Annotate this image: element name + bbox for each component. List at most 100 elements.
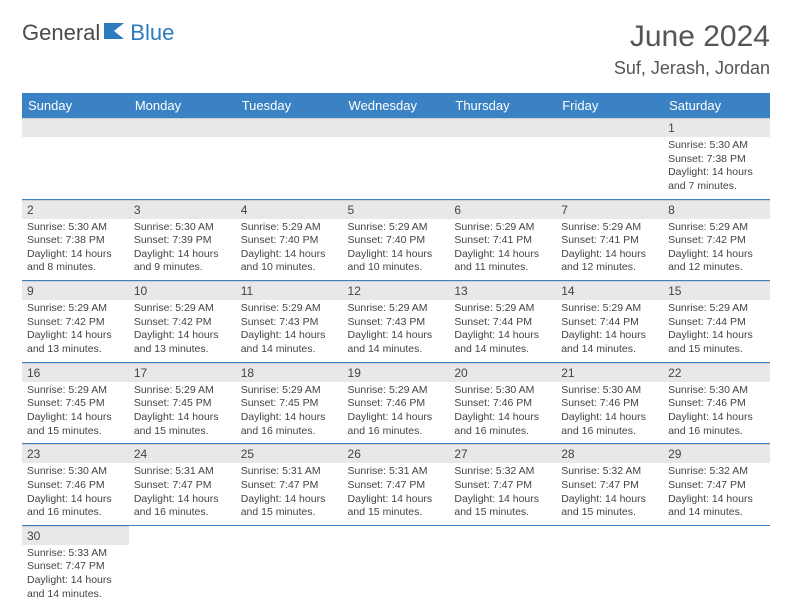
calendar-day: 1Sunrise: 5:30 AMSunset: 7:38 PMDaylight… xyxy=(663,118,770,199)
logo-text-general: General xyxy=(22,20,100,46)
day-number: 16 xyxy=(22,363,129,382)
weekday-header-row: SundayMondayTuesdayWednesdayThursdayFrid… xyxy=(22,93,770,118)
calendar-body: 1Sunrise: 5:30 AMSunset: 7:38 PMDaylight… xyxy=(22,118,770,606)
day-data: Sunrise: 5:32 AMSunset: 7:47 PMDaylight:… xyxy=(449,463,556,525)
calendar-day: 2Sunrise: 5:30 AMSunset: 7:38 PMDaylight… xyxy=(22,199,129,281)
day-data: Sunrise: 5:32 AMSunset: 7:47 PMDaylight:… xyxy=(556,463,663,525)
calendar-day-empty xyxy=(129,525,236,606)
day-data: Sunrise: 5:29 AMSunset: 7:43 PMDaylight:… xyxy=(236,300,343,362)
day-number: 10 xyxy=(129,281,236,300)
calendar-day: 20Sunrise: 5:30 AMSunset: 7:46 PMDayligh… xyxy=(449,362,556,444)
calendar-day: 16Sunrise: 5:29 AMSunset: 7:45 PMDayligh… xyxy=(22,362,129,444)
calendar-day: 25Sunrise: 5:31 AMSunset: 7:47 PMDayligh… xyxy=(236,444,343,526)
day-data: Sunrise: 5:29 AMSunset: 7:40 PMDaylight:… xyxy=(236,219,343,281)
day-data: Sunrise: 5:29 AMSunset: 7:40 PMDaylight:… xyxy=(343,219,450,281)
day-data: Sunrise: 5:30 AMSunset: 7:39 PMDaylight:… xyxy=(129,219,236,281)
calendar-row: 1Sunrise: 5:30 AMSunset: 7:38 PMDaylight… xyxy=(22,118,770,199)
day-data: Sunrise: 5:30 AMSunset: 7:46 PMDaylight:… xyxy=(22,463,129,525)
calendar-day-empty xyxy=(236,525,343,606)
day-data: Sunrise: 5:29 AMSunset: 7:43 PMDaylight:… xyxy=(343,300,450,362)
weekday-header: Wednesday xyxy=(343,93,450,118)
calendar-row: 23Sunrise: 5:30 AMSunset: 7:46 PMDayligh… xyxy=(22,444,770,526)
calendar-day: 8Sunrise: 5:29 AMSunset: 7:42 PMDaylight… xyxy=(663,199,770,281)
calendar-day: 27Sunrise: 5:32 AMSunset: 7:47 PMDayligh… xyxy=(449,444,556,526)
calendar-day: 23Sunrise: 5:30 AMSunset: 7:46 PMDayligh… xyxy=(22,444,129,526)
calendar-row: 2Sunrise: 5:30 AMSunset: 7:38 PMDaylight… xyxy=(22,199,770,281)
day-data: Sunrise: 5:30 AMSunset: 7:38 PMDaylight:… xyxy=(22,219,129,281)
day-number: 15 xyxy=(663,281,770,300)
calendar-day: 12Sunrise: 5:29 AMSunset: 7:43 PMDayligh… xyxy=(343,281,450,363)
day-data: Sunrise: 5:30 AMSunset: 7:38 PMDaylight:… xyxy=(663,137,770,199)
day-data: Sunrise: 5:30 AMSunset: 7:46 PMDaylight:… xyxy=(449,382,556,444)
day-data: Sunrise: 5:31 AMSunset: 7:47 PMDaylight:… xyxy=(236,463,343,525)
weekday-header: Saturday xyxy=(663,93,770,118)
calendar-row: 9Sunrise: 5:29 AMSunset: 7:42 PMDaylight… xyxy=(22,281,770,363)
day-number: 11 xyxy=(236,281,343,300)
calendar-day: 5Sunrise: 5:29 AMSunset: 7:40 PMDaylight… xyxy=(343,199,450,281)
calendar-day: 21Sunrise: 5:30 AMSunset: 7:46 PMDayligh… xyxy=(556,362,663,444)
day-data: Sunrise: 5:29 AMSunset: 7:42 PMDaylight:… xyxy=(129,300,236,362)
day-number: 17 xyxy=(129,363,236,382)
calendar-day-empty xyxy=(556,118,663,199)
logo: General Blue xyxy=(22,20,174,46)
calendar-day: 3Sunrise: 5:30 AMSunset: 7:39 PMDaylight… xyxy=(129,199,236,281)
calendar-day: 13Sunrise: 5:29 AMSunset: 7:44 PMDayligh… xyxy=(449,281,556,363)
day-number: 3 xyxy=(129,200,236,219)
day-number: 28 xyxy=(556,444,663,463)
calendar-day: 30Sunrise: 5:33 AMSunset: 7:47 PMDayligh… xyxy=(22,525,129,606)
location: Suf, Jerash, Jordan xyxy=(614,58,770,79)
day-data: Sunrise: 5:32 AMSunset: 7:47 PMDaylight:… xyxy=(663,463,770,525)
weekday-header: Monday xyxy=(129,93,236,118)
day-data: Sunrise: 5:29 AMSunset: 7:42 PMDaylight:… xyxy=(22,300,129,362)
day-data: Sunrise: 5:29 AMSunset: 7:45 PMDaylight:… xyxy=(22,382,129,444)
day-number: 20 xyxy=(449,363,556,382)
weekday-header: Sunday xyxy=(22,93,129,118)
calendar-day-empty xyxy=(663,525,770,606)
calendar-day: 4Sunrise: 5:29 AMSunset: 7:40 PMDaylight… xyxy=(236,199,343,281)
day-data: Sunrise: 5:29 AMSunset: 7:44 PMDaylight:… xyxy=(663,300,770,362)
day-number: 9 xyxy=(22,281,129,300)
day-number: 12 xyxy=(343,281,450,300)
day-number: 18 xyxy=(236,363,343,382)
day-data: Sunrise: 5:29 AMSunset: 7:46 PMDaylight:… xyxy=(343,382,450,444)
calendar-day: 7Sunrise: 5:29 AMSunset: 7:41 PMDaylight… xyxy=(556,199,663,281)
calendar-day: 15Sunrise: 5:29 AMSunset: 7:44 PMDayligh… xyxy=(663,281,770,363)
header: General Blue June 2024 Suf, Jerash, Jord… xyxy=(22,20,770,79)
calendar-day: 26Sunrise: 5:31 AMSunset: 7:47 PMDayligh… xyxy=(343,444,450,526)
day-data: Sunrise: 5:29 AMSunset: 7:41 PMDaylight:… xyxy=(449,219,556,281)
day-data: Sunrise: 5:29 AMSunset: 7:42 PMDaylight:… xyxy=(663,219,770,281)
calendar-day-empty xyxy=(343,525,450,606)
calendar-day: 11Sunrise: 5:29 AMSunset: 7:43 PMDayligh… xyxy=(236,281,343,363)
calendar-day: 17Sunrise: 5:29 AMSunset: 7:45 PMDayligh… xyxy=(129,362,236,444)
calendar-day-empty xyxy=(449,118,556,199)
page-title: June 2024 xyxy=(614,20,770,54)
day-number: 24 xyxy=(129,444,236,463)
day-data: Sunrise: 5:33 AMSunset: 7:47 PMDaylight:… xyxy=(22,545,129,607)
day-data: Sunrise: 5:30 AMSunset: 7:46 PMDaylight:… xyxy=(663,382,770,444)
day-data: Sunrise: 5:30 AMSunset: 7:46 PMDaylight:… xyxy=(556,382,663,444)
calendar-day-empty xyxy=(129,118,236,199)
title-block: June 2024 Suf, Jerash, Jordan xyxy=(614,20,770,79)
logo-text-blue: Blue xyxy=(130,20,174,46)
calendar-day-empty xyxy=(343,118,450,199)
day-number: 21 xyxy=(556,363,663,382)
day-data: Sunrise: 5:31 AMSunset: 7:47 PMDaylight:… xyxy=(343,463,450,525)
calendar-day: 18Sunrise: 5:29 AMSunset: 7:45 PMDayligh… xyxy=(236,362,343,444)
calendar-day: 29Sunrise: 5:32 AMSunset: 7:47 PMDayligh… xyxy=(663,444,770,526)
day-number: 23 xyxy=(22,444,129,463)
day-number: 4 xyxy=(236,200,343,219)
day-data: Sunrise: 5:29 AMSunset: 7:41 PMDaylight:… xyxy=(556,219,663,281)
day-number: 1 xyxy=(663,118,770,137)
calendar-day-empty xyxy=(449,525,556,606)
calendar-day: 6Sunrise: 5:29 AMSunset: 7:41 PMDaylight… xyxy=(449,199,556,281)
calendar-table: SundayMondayTuesdayWednesdayThursdayFrid… xyxy=(22,93,770,606)
day-number: 29 xyxy=(663,444,770,463)
day-number: 7 xyxy=(556,200,663,219)
day-number: 30 xyxy=(22,526,129,545)
calendar-day: 28Sunrise: 5:32 AMSunset: 7:47 PMDayligh… xyxy=(556,444,663,526)
day-number: 19 xyxy=(343,363,450,382)
day-data: Sunrise: 5:29 AMSunset: 7:44 PMDaylight:… xyxy=(556,300,663,362)
day-data: Sunrise: 5:29 AMSunset: 7:44 PMDaylight:… xyxy=(449,300,556,362)
day-number: 5 xyxy=(343,200,450,219)
calendar-day: 19Sunrise: 5:29 AMSunset: 7:46 PMDayligh… xyxy=(343,362,450,444)
